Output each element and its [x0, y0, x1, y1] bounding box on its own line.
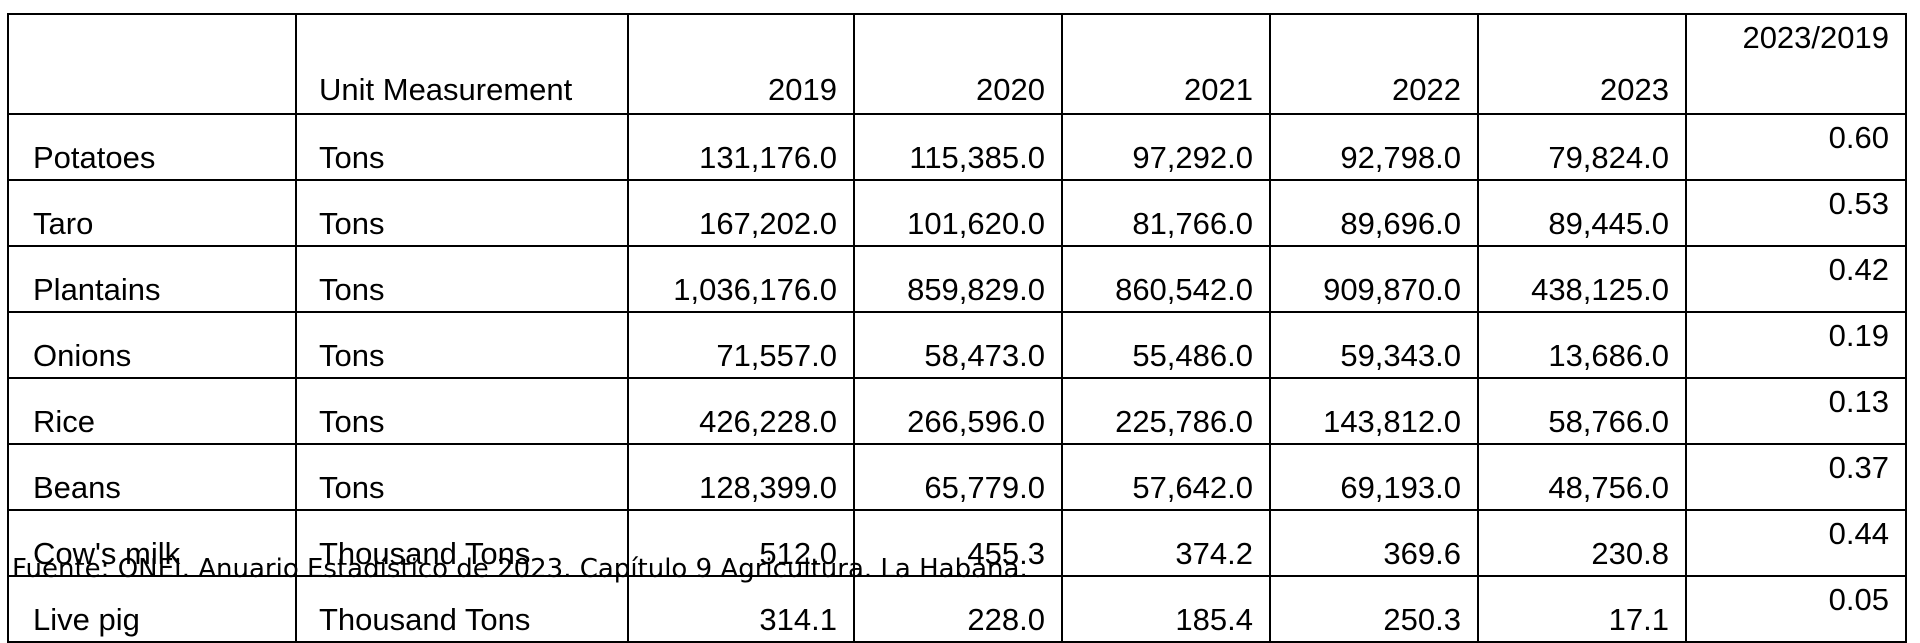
cell-value-2023: 89,445.0: [1477, 179, 1687, 247]
cell-ratio-2023-2019: 0.13: [1685, 377, 1907, 445]
row-item-label: Potatoes: [7, 113, 297, 181]
production-table: Unit Measurement 2019 2020 2021 2022 202…: [7, 13, 1907, 643]
cell-ratio-2023-2019: 0.42: [1685, 245, 1907, 313]
table-row: Onions Tons 71,557.0 58,473.0 55,486.0 59,343…: [7, 311, 1907, 379]
cell-value-2023: 79,824.0: [1477, 113, 1687, 181]
table-row: Plantains Tons 1,036,176.0 859,829.0 860,542…: [7, 245, 1907, 313]
cell-ratio-2023-2019: 0.53: [1685, 179, 1907, 247]
cell-value-2022: 250.3: [1269, 575, 1479, 643]
cell-value-2023: 230.8: [1477, 509, 1687, 577]
table-row: Taro Tons 167,202.0 101,620.0 81,766.0 89,696…: [7, 179, 1907, 247]
cell-value-2020: 115,385.0: [853, 113, 1063, 181]
row-item-label: Rice: [7, 377, 297, 445]
row-unit-measurement: Tons: [295, 377, 629, 445]
cell-value-2020: 455.3: [853, 509, 1063, 577]
row-item-label: Cow's milk: [7, 509, 297, 577]
cell-value-2021: 57,642.0: [1061, 443, 1271, 511]
table-row: Potatoes Tons 131,176.0 115,385.0 97,292.0 92…: [7, 113, 1907, 181]
cell-value-2022: 59,343.0: [1269, 311, 1479, 379]
cell-value-2019: 512.0: [627, 509, 855, 577]
cell-value-2021: 81,766.0: [1061, 179, 1271, 247]
cell-value-2021: 55,486.0: [1061, 311, 1271, 379]
data-table-container: Unit Measurement 2019 2020 2021 2022 202…: [7, 13, 1907, 643]
cell-value-2023: 17.1: [1477, 575, 1687, 643]
cell-value-2021: 374.2: [1061, 509, 1271, 577]
cell-value-2023: 58,766.0: [1477, 377, 1687, 445]
row-unit-measurement: Tons: [295, 113, 629, 181]
cell-value-2022: 369.6: [1269, 509, 1479, 577]
cell-value-2023: 438,125.0: [1477, 245, 1687, 313]
header-unit-measurement: Unit Measurement: [295, 13, 629, 115]
row-item-label: Beans: [7, 443, 297, 511]
header-year-2019: 2019: [627, 13, 855, 115]
row-unit-measurement: Tons: [295, 179, 629, 247]
cell-value-2019: 1,036,176.0: [627, 245, 855, 313]
header-year-2023: 2023: [1477, 13, 1687, 115]
header-ratio-2023-2019: 2023/2019: [1685, 13, 1907, 115]
cell-value-2021: 860,542.0: [1061, 245, 1271, 313]
cell-value-2020: 266,596.0: [853, 377, 1063, 445]
source-note: Fuente: ONEI. Anuario Estadístico de 202…: [12, 554, 1028, 584]
cell-value-2020: 58,473.0: [853, 311, 1063, 379]
cell-value-2021: 97,292.0: [1061, 113, 1271, 181]
cell-value-2019: 426,228.0: [627, 377, 855, 445]
cell-value-2022: 89,696.0: [1269, 179, 1479, 247]
table-row: Cow's milk Thousand Tons 512.0 455.3 374.2 36…: [7, 509, 1907, 577]
row-unit-measurement: Tons: [295, 311, 629, 379]
header-item: [7, 13, 297, 115]
row-unit-measurement: Tons: [295, 443, 629, 511]
cell-value-2019: 128,399.0: [627, 443, 855, 511]
cell-value-2019: 71,557.0: [627, 311, 855, 379]
header-year-2022: 2022: [1269, 13, 1479, 115]
row-item-label: Taro: [7, 179, 297, 247]
cell-value-2021: 185.4: [1061, 575, 1271, 643]
cell-value-2019: 131,176.0: [627, 113, 855, 181]
cell-ratio-2023-2019: 0.44: [1685, 509, 1907, 577]
cell-value-2022: 69,193.0: [1269, 443, 1479, 511]
cell-ratio-2023-2019: 0.19: [1685, 311, 1907, 379]
cell-ratio-2023-2019: 0.37: [1685, 443, 1907, 511]
row-item-label: Onions: [7, 311, 297, 379]
cell-value-2020: 65,779.0: [853, 443, 1063, 511]
header-year-2020: 2020: [853, 13, 1063, 115]
table-header-row: Unit Measurement 2019 2020 2021 2022 202…: [7, 13, 1907, 115]
cell-value-2022: 909,870.0: [1269, 245, 1479, 313]
cell-value-2023: 48,756.0: [1477, 443, 1687, 511]
table-row: Rice Tons 426,228.0 266,596.0 225,786.0 143,8…: [7, 377, 1907, 445]
cell-value-2020: 859,829.0: [853, 245, 1063, 313]
row-unit-measurement: Tons: [295, 245, 629, 313]
table-row: Beans Tons 128,399.0 65,779.0 57,642.0 69,193…: [7, 443, 1907, 511]
cell-ratio-2023-2019: 0.60: [1685, 113, 1907, 181]
cell-value-2019: 167,202.0: [627, 179, 855, 247]
row-item-label: Plantains: [7, 245, 297, 313]
cell-value-2022: 143,812.0: [1269, 377, 1479, 445]
cell-value-2022: 92,798.0: [1269, 113, 1479, 181]
cell-value-2023: 13,686.0: [1477, 311, 1687, 379]
row-unit-measurement: Thousand Tons: [295, 509, 629, 577]
cell-value-2021: 225,786.0: [1061, 377, 1271, 445]
cell-ratio-2023-2019: 0.05: [1685, 575, 1907, 643]
header-year-2021: 2021: [1061, 13, 1271, 115]
cell-value-2020: 101,620.0: [853, 179, 1063, 247]
